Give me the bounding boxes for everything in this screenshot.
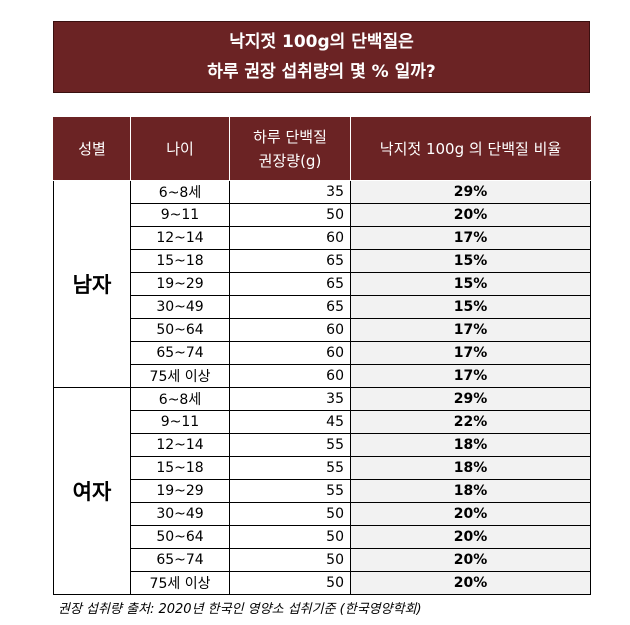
amount-cell: 50	[229, 571, 351, 595]
ratio-cell: 18%	[350, 433, 591, 457]
amount-cell: 65	[229, 249, 351, 273]
header-intake-line-1: 하루 단백질	[253, 127, 327, 146]
amount-cell: 60	[229, 364, 351, 388]
age-cell: 12~14	[130, 433, 230, 457]
ratio-cell: 20%	[350, 525, 591, 549]
age-cell: 75세 이상	[130, 364, 230, 388]
age-cell: 65~74	[130, 341, 230, 365]
title-line-2: 하루 권장 섭취량의 몇 % 일까?	[207, 62, 436, 82]
table-row: 75세 이상 60 17%	[54, 364, 591, 388]
table-row: 남자 6~8세 35 29%	[53, 180, 591, 388]
amount-cell: 55	[229, 433, 351, 457]
table-body: 남자 6~8세 35 29% 9~11 50 20% 12~14 60 17% 15~18 65 15%…	[53, 180, 591, 595]
age-cell: 50~64	[130, 525, 230, 549]
amount-cell: 60	[229, 318, 351, 342]
age-cell: 19~29	[130, 272, 230, 296]
table-row: 12~14 55 18%	[54, 433, 591, 457]
ratio-cell: 20%	[350, 571, 591, 595]
amount-cell: 50	[229, 203, 351, 227]
table-row: 15~18 65 15%	[54, 249, 591, 273]
amount-cell: 50	[229, 548, 351, 572]
source-note: 권장 섭취량 출처: 2020년 한국인 영양소 섭취기준 (한국영양학회)	[58, 602, 422, 617]
amount-cell: 50	[229, 525, 351, 549]
ratio-cell: 17%	[350, 318, 591, 342]
table-row: 19~29 55 18%	[54, 479, 591, 503]
ratio-cell: 15%	[350, 272, 591, 296]
age-cell: 9~11	[130, 410, 230, 434]
table-row: 9~11 45 22%	[54, 410, 591, 434]
age-cell: 30~49	[130, 295, 230, 319]
table-row: 19~29 65 15%	[54, 272, 591, 296]
header-ratio: 낙지젓 100g 의 단백질 비율	[350, 116, 591, 181]
ratio-cell: 29%	[350, 387, 591, 411]
amount-cell: 60	[229, 226, 351, 250]
header-age: 나이	[130, 116, 230, 181]
table-row: 15~18 55 18%	[54, 456, 591, 480]
amount-cell: 35	[229, 180, 351, 204]
header-row: 성별 나이 하루 단백질 권장량(g) 낙지젓 100g 의 단백질 비율	[53, 116, 591, 181]
amount-cell: 65	[229, 272, 351, 296]
amount-cell: 60	[229, 341, 351, 365]
ratio-cell: 18%	[350, 479, 591, 503]
age-cell: 9~11	[130, 203, 230, 227]
age-cell: 50~64	[130, 318, 230, 342]
age-cell: 15~18	[130, 249, 230, 273]
age-cell: 15~18	[130, 456, 230, 480]
title-banner: 낙지젓 100g의 단백질은 하루 권장 섭취량의 몇 % 일까?	[53, 21, 590, 93]
age-cell: 65~74	[130, 548, 230, 572]
table-row: 30~49 65 15%	[54, 295, 591, 319]
ratio-cell: 17%	[350, 364, 591, 388]
age-cell: 6~8세	[130, 180, 230, 204]
table-row: 12~14 60 17%	[54, 226, 591, 250]
age-cell: 12~14	[130, 226, 230, 250]
table-row: 30~49 50 20%	[54, 502, 591, 526]
header-intake-line-2: 권장량(g)	[258, 151, 322, 170]
protein-table: 성별 나이 하루 단백질 권장량(g) 낙지젓 100g 의 단백질 비율 남자…	[53, 116, 591, 595]
table-row: 65~74 50 20%	[54, 548, 591, 572]
header-gender: 성별	[53, 116, 131, 181]
table-row: 50~64 60 17%	[54, 318, 591, 342]
ratio-cell: 18%	[350, 456, 591, 480]
ratio-cell: 22%	[350, 410, 591, 434]
title-line-1: 낙지젓 100g의 단백질은	[229, 32, 414, 52]
ratio-cell: 15%	[350, 295, 591, 319]
ratio-cell: 17%	[350, 226, 591, 250]
table-row: 9~11 50 20%	[54, 203, 591, 227]
amount-cell: 45	[229, 410, 351, 434]
header-intake: 하루 단백질 권장량(g)	[229, 116, 351, 181]
age-cell: 30~49	[130, 502, 230, 526]
table-row: 65~74 60 17%	[54, 341, 591, 365]
table-row: 75세 이상 50 20%	[54, 571, 591, 595]
amount-cell: 65	[229, 295, 351, 319]
amount-cell: 55	[229, 479, 351, 503]
ratio-cell: 15%	[350, 249, 591, 273]
ratio-cell: 20%	[350, 203, 591, 227]
ratio-cell: 29%	[350, 180, 591, 204]
ratio-cell: 17%	[350, 341, 591, 365]
age-cell: 6~8세	[130, 387, 230, 411]
gender-cell: 남자	[53, 180, 131, 388]
amount-cell: 55	[229, 456, 351, 480]
gender-cell: 여자	[53, 387, 131, 595]
amount-cell: 50	[229, 502, 351, 526]
amount-cell: 35	[229, 387, 351, 411]
ratio-cell: 20%	[350, 548, 591, 572]
table-row: 여자 6~8세 35 29%	[53, 387, 591, 595]
table-row: 50~64 50 20%	[54, 525, 591, 549]
ratio-cell: 20%	[350, 502, 591, 526]
age-cell: 75세 이상	[130, 571, 230, 595]
age-cell: 19~29	[130, 479, 230, 503]
